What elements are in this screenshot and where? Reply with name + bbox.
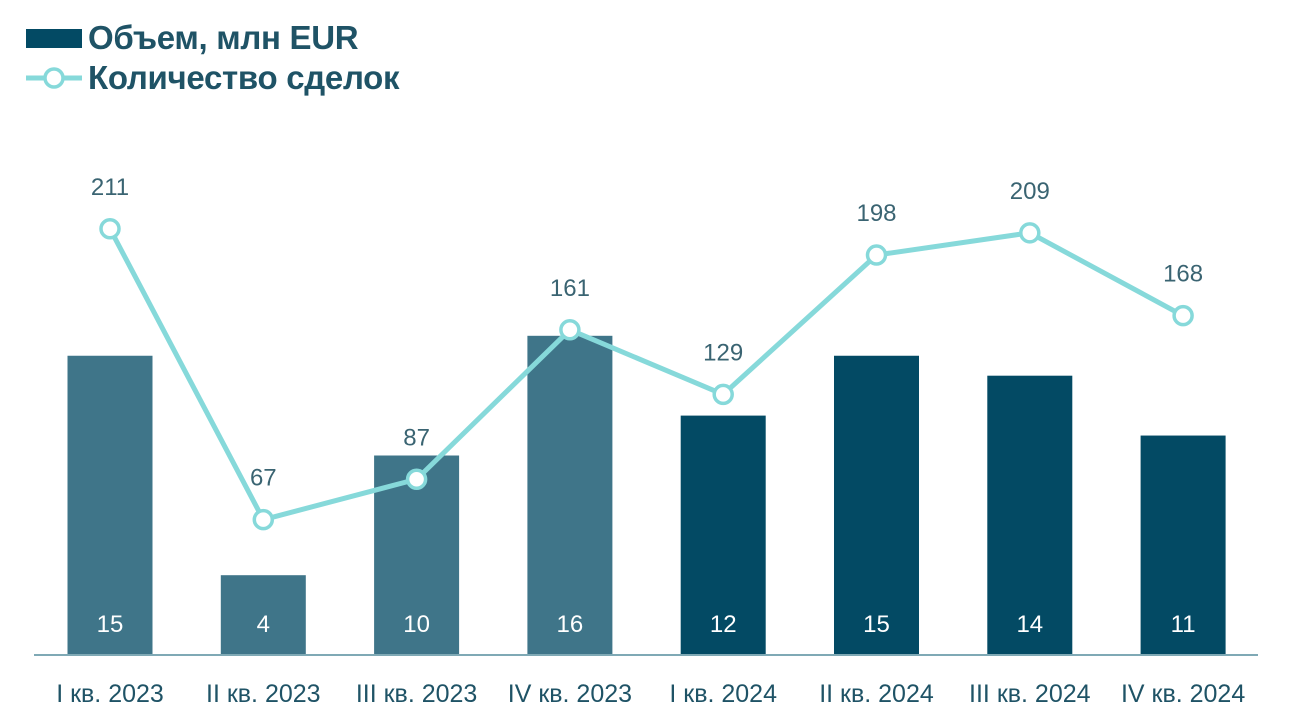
deals-point <box>1019 222 1041 244</box>
bar-8 <box>1140 435 1226 655</box>
bar-7 <box>987 375 1073 655</box>
x-tick-label: I кв. 2024 <box>669 680 777 708</box>
deals-point <box>99 218 121 240</box>
legend-item-volume: Объем, млн EUR <box>26 18 399 58</box>
deals-value-label: 168 <box>1163 261 1203 288</box>
legend-line-swatch <box>26 67 82 89</box>
x-tick-label: IV кв. 2024 <box>1121 680 1245 708</box>
deals-point <box>405 468 428 491</box>
deals-value-label: 67 <box>250 465 277 492</box>
bar-value-label: 12 <box>710 611 737 638</box>
deals-point <box>559 319 581 341</box>
deals-value-label: 198 <box>856 200 896 227</box>
bar-value-label: 10 <box>403 611 430 638</box>
bar-1 <box>67 355 153 655</box>
bar-value-label: 4 <box>257 611 270 638</box>
deals-value-label: 211 <box>91 174 129 201</box>
bar-4 <box>527 335 613 655</box>
legend-label-volume: Объем, млн EUR <box>88 19 359 56</box>
bar-5 <box>680 415 766 655</box>
deals-value-label: 129 <box>703 339 743 366</box>
deals-value-label: 161 <box>550 275 590 302</box>
bar-2 <box>220 575 306 655</box>
bar-value-label: 16 <box>557 611 584 638</box>
deals-value-label: 87 <box>403 424 430 451</box>
legend-bar-swatch <box>26 28 82 48</box>
deals-point <box>252 508 275 531</box>
x-tick-label: III кв. 2024 <box>969 680 1091 708</box>
deals-point <box>865 244 888 266</box>
legend-item-deals: Количество сделок <box>26 58 400 98</box>
bar-value-label: 14 <box>1016 611 1043 638</box>
x-tick-label: II кв. 2023 <box>206 680 321 708</box>
legend: Объем, млн EUR Количество сделок <box>26 18 400 98</box>
bar-value-label: 11 <box>1171 611 1196 638</box>
deals-line <box>107 227 1185 523</box>
deals-value-label: 209 <box>1010 178 1050 205</box>
bar-value-label: 15 <box>863 611 890 638</box>
x-tick-label: IV кв. 2023 <box>508 680 632 708</box>
bar-6 <box>834 355 919 655</box>
deals-point <box>1172 304 1194 327</box>
deals-point <box>712 383 734 406</box>
legend-label-deals: Количество сделок <box>88 59 400 96</box>
x-tick-label: III кв. 2023 <box>356 680 478 708</box>
bar-value-label: 15 <box>97 611 124 638</box>
x-tick-label: I кв. 2023 <box>56 680 164 708</box>
x-tick-label: II кв. 2024 <box>819 680 934 708</box>
